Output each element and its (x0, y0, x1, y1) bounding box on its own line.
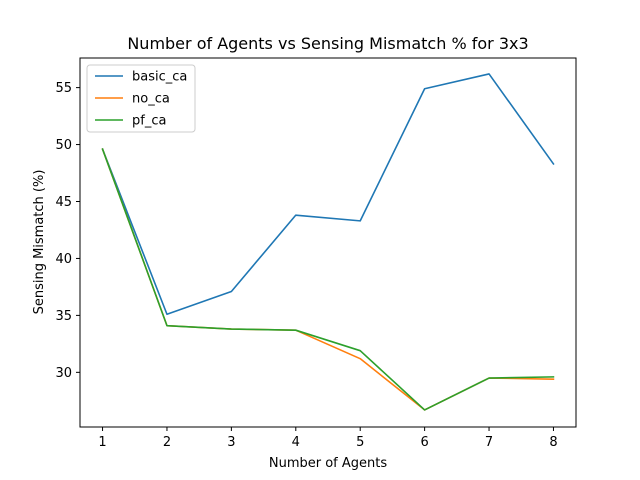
series-line-no-ca (101, 148, 555, 411)
chart-title: Number of Agents vs Sensing Mismatch % f… (127, 34, 528, 53)
y-axis-label: Sensing Mismatch (%) (32, 170, 47, 315)
x-tick-label: 3 (227, 435, 235, 450)
y-tick-label: 45 (55, 195, 72, 210)
data-marks (101, 73, 555, 411)
x-tick-label: 6 (420, 435, 428, 450)
x-tick-label: 5 (356, 435, 364, 450)
x-tick-label: 2 (163, 435, 171, 450)
legend-label: no_ca (132, 92, 170, 107)
x-tick-label: 1 (98, 435, 106, 450)
x-tick-label: 4 (292, 435, 300, 450)
y-tick-label: 35 (55, 309, 72, 324)
plot-area (79, 57, 577, 428)
y-tick-label: 55 (55, 81, 72, 96)
x-axis-label: Number of Agents (269, 456, 387, 471)
x-tick-label: 7 (485, 435, 493, 450)
series-line-basic-ca (101, 73, 555, 316)
series-line-pf-ca (101, 148, 555, 411)
y-tick-label: 30 (55, 366, 72, 381)
legend-label: basic_ca (132, 70, 187, 85)
x-axis-ticks: 1 2 3 4 5 6 7 8 (98, 427, 558, 450)
legend-label: pf_ca (132, 114, 166, 129)
y-tick-label: 40 (55, 252, 72, 267)
legend-box (86, 64, 196, 133)
y-tick-label: 50 (55, 138, 72, 153)
legend: basic_ca no_ca pf_ca (86, 64, 196, 133)
y-axis-ticks: 30 35 40 45 50 55 (55, 81, 80, 381)
x-tick-label: 8 (549, 435, 557, 450)
